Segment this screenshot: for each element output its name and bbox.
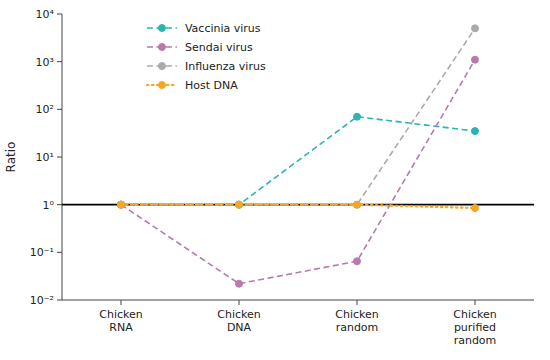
- legend-label: Influenza virus: [185, 60, 266, 73]
- x-tick-label-line: DNA: [227, 321, 252, 334]
- y-axis-label: Ratio: [4, 142, 18, 173]
- point: [236, 201, 243, 208]
- legend-marker: [158, 44, 165, 51]
- x-tick: [475, 300, 476, 305]
- x-axis: ChickenRNAChickenDNAChickenrandomChicken…: [62, 300, 534, 347]
- y-tick-label: 10⁻²: [30, 294, 54, 307]
- x-tick: [357, 300, 358, 305]
- x-tick-label-line: Chicken: [335, 308, 379, 321]
- legend-label: Host DNA: [185, 79, 238, 92]
- point: [354, 113, 361, 120]
- x-tick-label: ChickenRNA: [99, 308, 143, 334]
- point: [472, 205, 479, 212]
- point: [472, 25, 479, 32]
- series-line: [121, 205, 475, 208]
- point: [118, 201, 125, 208]
- legend-label: Vaccinia virus: [185, 22, 261, 35]
- point: [354, 201, 361, 208]
- x-tick-label-line: RNA: [109, 321, 133, 334]
- point: [236, 201, 243, 208]
- point: [354, 201, 361, 208]
- series: [118, 56, 479, 287]
- point: [118, 201, 125, 208]
- y-tick: [57, 109, 62, 110]
- y-tick: [57, 300, 62, 301]
- x-tick-label: Chickenpurifiedrandom: [453, 308, 497, 347]
- y-tick-label: 10¹: [36, 151, 54, 164]
- y-tick: [57, 252, 62, 253]
- y-tick: [57, 204, 62, 205]
- y-tick: [57, 14, 62, 15]
- y-tick-label: 1⁰: [43, 199, 55, 212]
- x-tick: [239, 300, 240, 305]
- x-tick-label-line: Chicken: [99, 308, 143, 321]
- point: [472, 128, 479, 135]
- series: [118, 25, 479, 208]
- series-line: [121, 60, 475, 284]
- point: [236, 201, 243, 208]
- legend-marker: [158, 63, 165, 70]
- y-axis-line: [62, 14, 63, 300]
- y-tick: [57, 61, 62, 62]
- y-tick-label: 10²: [36, 103, 54, 116]
- y-tick-label: 10³: [36, 56, 54, 69]
- y-tick: [57, 157, 62, 158]
- chart: 10⁻²10⁻¹1⁰10¹10²10³10⁴RatioChickenRNAChi…: [0, 0, 550, 360]
- point: [118, 201, 125, 208]
- point: [236, 280, 243, 287]
- x-tick: [121, 300, 122, 305]
- x-tick-label: ChickenDNA: [217, 308, 261, 334]
- series: [118, 201, 479, 211]
- series-line: [121, 28, 475, 204]
- legend: Vaccinia virus Sendai virus Influenza viru…: [147, 22, 266, 92]
- x-tick-label-line: Chicken: [217, 308, 261, 321]
- y-axis: 10⁻² 10⁻¹ 1⁰ 10¹ 10² 10³ 10⁴: [30, 8, 62, 307]
- x-tick-label-line: Chicken: [453, 308, 497, 321]
- x-tick-label-line: random: [454, 334, 497, 347]
- x-axis-line: [62, 300, 534, 301]
- y-tick-label: 10⁻¹: [30, 246, 54, 259]
- series: [118, 113, 479, 208]
- y-tick-label: 10⁴: [36, 8, 55, 21]
- legend-marker: [158, 82, 165, 89]
- point: [354, 258, 361, 265]
- chart-container: 10⁻²10⁻¹1⁰10¹10²10³10⁴RatioChickenRNAChi…: [0, 0, 550, 360]
- point: [472, 56, 479, 63]
- legend-marker: [158, 25, 165, 32]
- plot-area: [62, 25, 534, 287]
- x-tick-label-line: random: [336, 321, 379, 334]
- series-line: [121, 117, 475, 205]
- legend-label: Sendai virus: [185, 41, 253, 54]
- point: [118, 201, 125, 208]
- x-tick-label-line: purified: [454, 321, 496, 334]
- x-tick-label: Chickenrandom: [335, 308, 379, 334]
